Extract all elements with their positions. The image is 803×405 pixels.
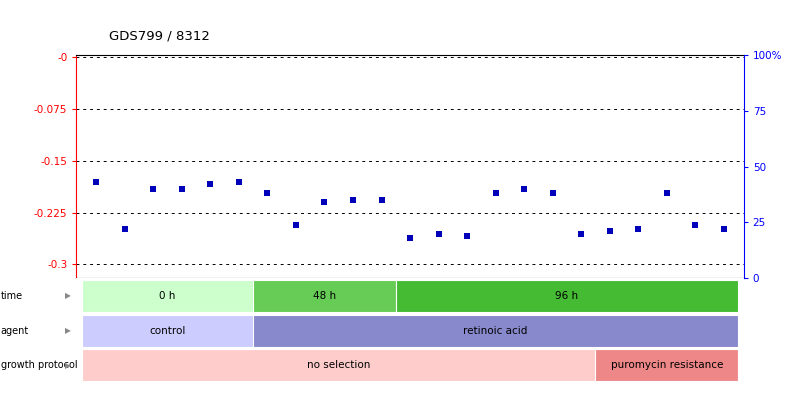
Text: control: control bbox=[149, 326, 185, 335]
Text: 96 h: 96 h bbox=[555, 291, 577, 301]
Text: retinoic acid: retinoic acid bbox=[463, 326, 527, 335]
Text: 48 h: 48 h bbox=[312, 291, 336, 301]
Bar bbox=[82, 350, 595, 382]
Bar bbox=[253, 280, 395, 312]
Text: time: time bbox=[1, 291, 23, 301]
Bar bbox=[82, 315, 253, 347]
Text: ▶: ▶ bbox=[65, 326, 71, 335]
Text: no selection: no selection bbox=[307, 360, 370, 370]
Bar bbox=[595, 350, 737, 382]
Text: agent: agent bbox=[1, 326, 29, 335]
Text: puromycin resistance: puromycin resistance bbox=[609, 360, 722, 370]
Text: growth protocol: growth protocol bbox=[1, 360, 77, 370]
Bar bbox=[82, 280, 253, 312]
Text: 0 h: 0 h bbox=[159, 291, 176, 301]
Bar bbox=[253, 315, 737, 347]
Text: ▶: ▶ bbox=[65, 291, 71, 300]
Text: ▶: ▶ bbox=[65, 361, 71, 370]
Bar bbox=[395, 280, 737, 312]
Text: GDS799 / 8312: GDS799 / 8312 bbox=[108, 30, 209, 43]
